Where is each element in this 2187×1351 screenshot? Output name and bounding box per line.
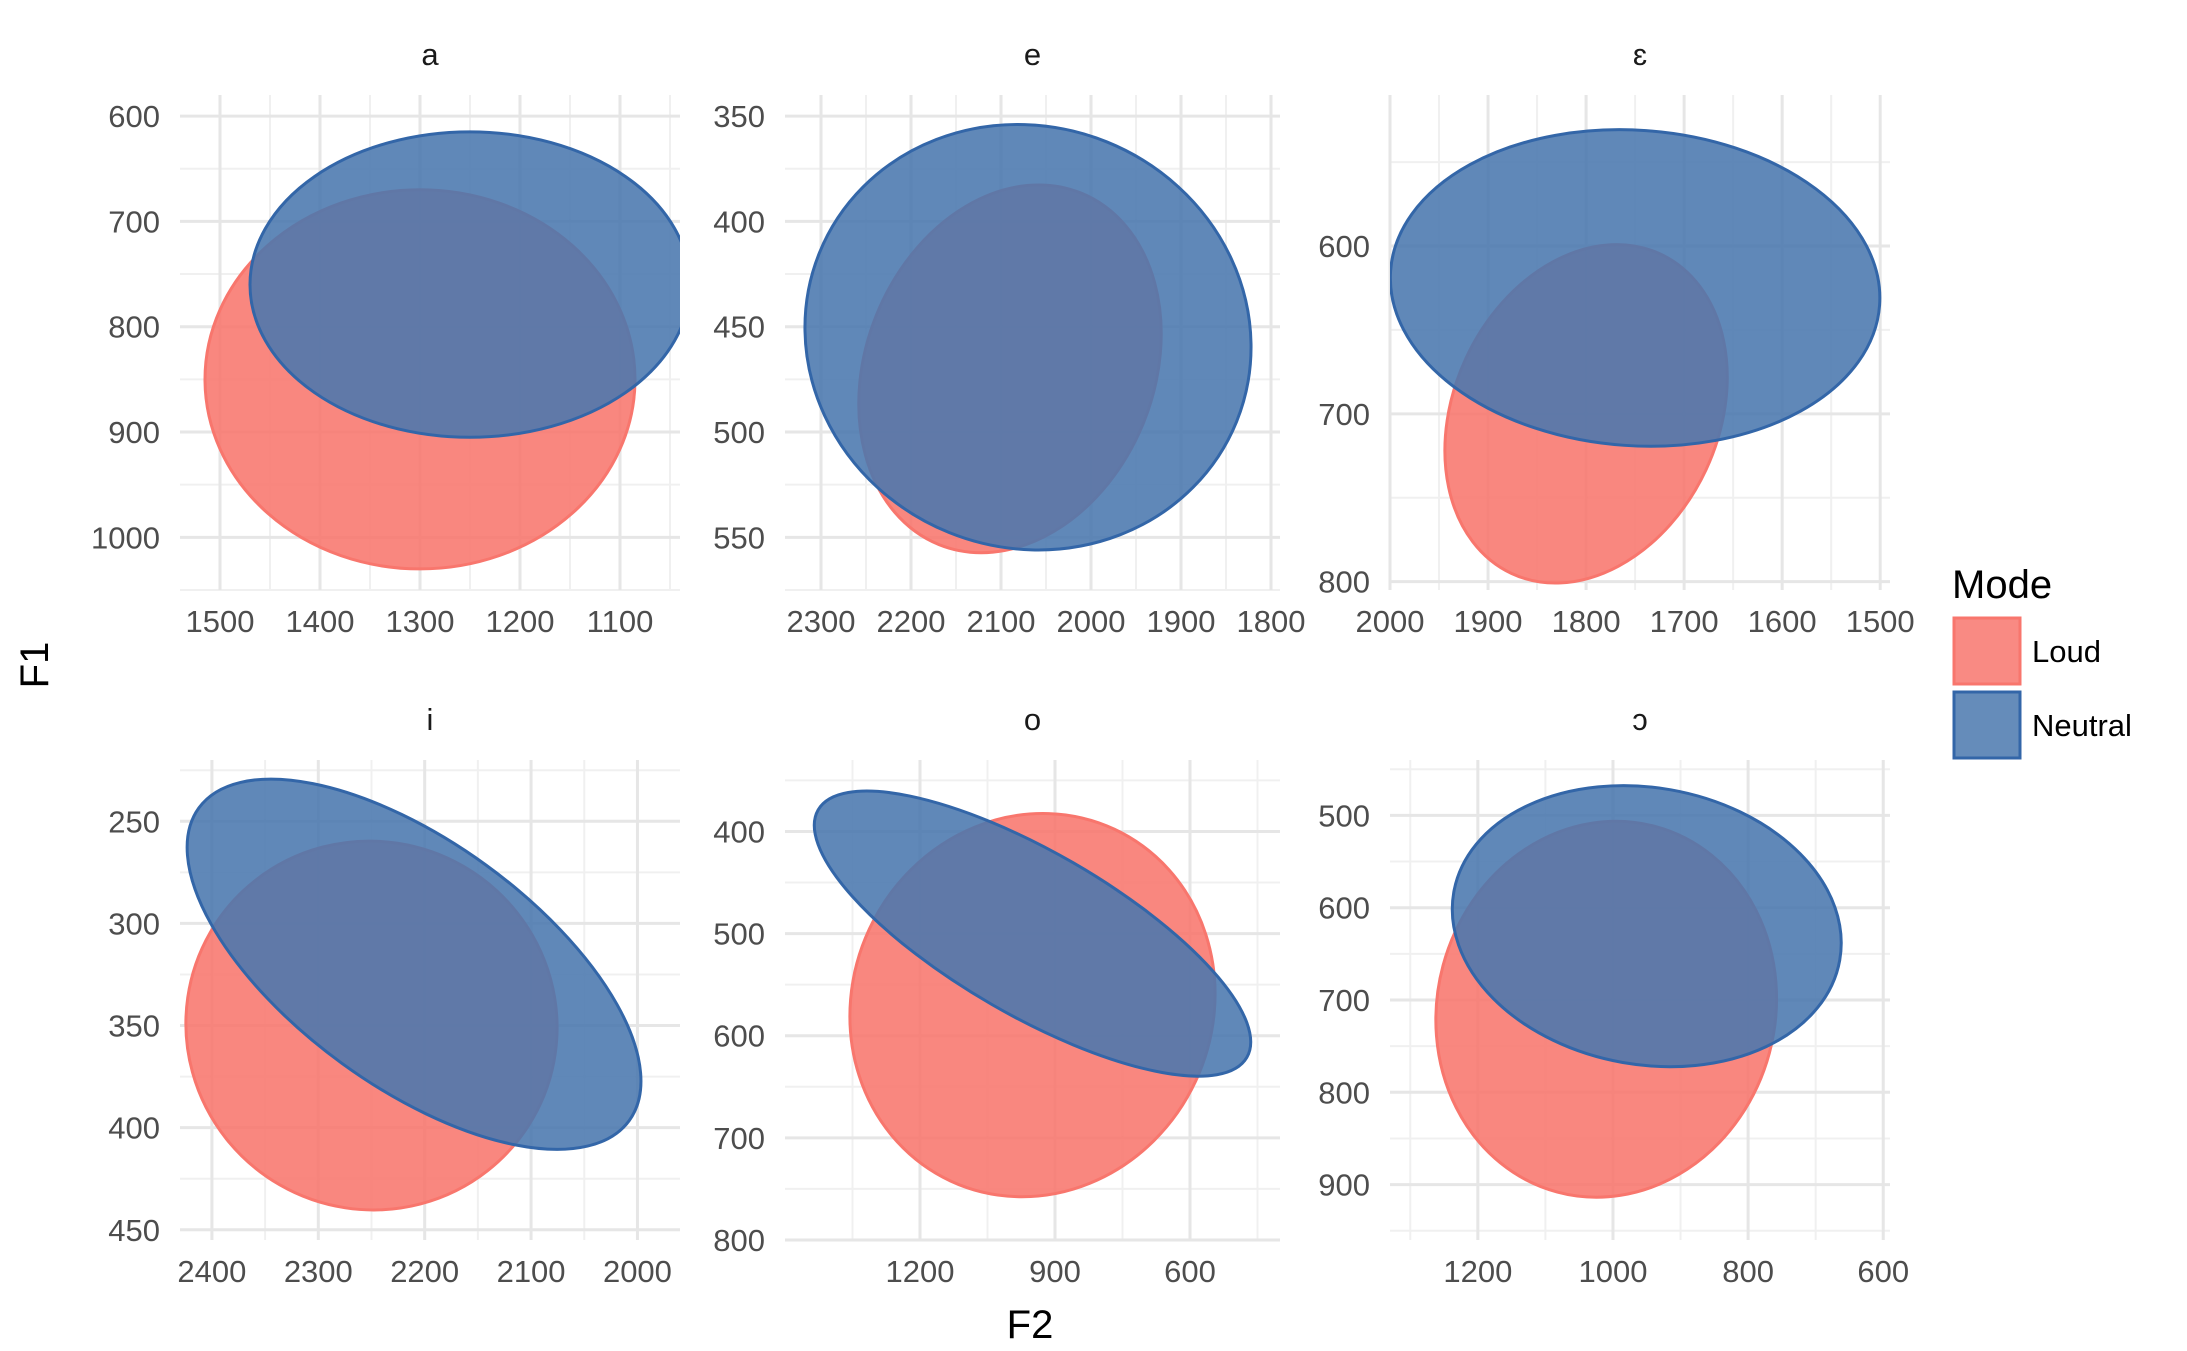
ellipse-group bbox=[803, 123, 1253, 555]
y-tick-label: 400 bbox=[108, 1111, 160, 1146]
panel-title: ɔ bbox=[1632, 702, 1648, 737]
x-tick-label: 2100 bbox=[967, 604, 1036, 639]
y-tick-label: 450 bbox=[713, 310, 765, 345]
y-tick-label: 600 bbox=[713, 1019, 765, 1054]
ellipse-neutral bbox=[1450, 784, 1843, 1069]
legend-key-neutral bbox=[1952, 690, 2022, 760]
y-tick-label: 700 bbox=[713, 1121, 765, 1156]
x-tick-label: 2000 bbox=[1057, 604, 1126, 639]
ellipse-neutral bbox=[1390, 128, 1882, 448]
y-tick-label: 350 bbox=[713, 99, 765, 134]
x-tick-label: 600 bbox=[1164, 1254, 1216, 1289]
panel-2: ɛ 2000 1900 1800 1700 1600 1500 600 700 800 bbox=[1318, 37, 1914, 639]
x-tick-label: 1100 bbox=[587, 604, 654, 639]
y-tick-label: 1000 bbox=[91, 520, 160, 555]
x-tick-label: 1700 bbox=[1650, 604, 1719, 639]
y-tick-label: 900 bbox=[108, 415, 160, 450]
x-tick-label: 2200 bbox=[877, 604, 946, 639]
y-axis-title: F1 bbox=[13, 642, 57, 689]
x-tick-label: 1500 bbox=[1846, 604, 1915, 639]
x-tick-label: 2000 bbox=[1356, 604, 1425, 639]
legend-label-neutral: Neutral bbox=[2032, 708, 2132, 743]
ellipse-group bbox=[203, 130, 680, 571]
x-tick-label: 1200 bbox=[886, 1254, 955, 1289]
x-tick-label: 1400 bbox=[286, 604, 355, 639]
y-tick-label: 800 bbox=[1318, 565, 1370, 600]
y-tick-label: 250 bbox=[108, 804, 160, 839]
x-tick-label: 1900 bbox=[1454, 604, 1523, 639]
y-tick-label: 600 bbox=[108, 99, 160, 134]
ellipse-group bbox=[1434, 784, 1843, 1199]
y-tick-label: 600 bbox=[1318, 229, 1370, 264]
x-tick-label: 600 bbox=[1857, 1254, 1909, 1289]
x-tick-label: 2000 bbox=[603, 1254, 672, 1289]
legend-title: Mode bbox=[1952, 563, 2052, 607]
y-tick-label: 400 bbox=[713, 814, 765, 849]
ellipse-neutral bbox=[185, 777, 643, 1151]
y-tick-label: 800 bbox=[713, 1223, 765, 1258]
x-tick-label: 1800 bbox=[1237, 604, 1306, 639]
ellipse-group bbox=[812, 789, 1253, 1199]
x-tick-label: 1900 bbox=[1147, 604, 1216, 639]
y-tick-label: 500 bbox=[713, 415, 765, 450]
panel-title: a bbox=[421, 37, 439, 72]
ellipse-group bbox=[184, 777, 643, 1212]
y-tick-label: 800 bbox=[108, 310, 160, 345]
x-tick-label: 1600 bbox=[1748, 604, 1817, 639]
y-tick-label: 300 bbox=[108, 906, 160, 941]
panel-title: i bbox=[427, 702, 434, 737]
panel-3: i 2400 2300 2200 2100 2000 250 300 350 400 450 bbox=[108, 702, 680, 1289]
panel-title: e bbox=[1024, 37, 1041, 72]
x-tick-label: 900 bbox=[1029, 1254, 1081, 1289]
x-tick-label: 2200 bbox=[390, 1254, 459, 1289]
y-tick-label: 700 bbox=[108, 204, 160, 239]
x-tick-label: 800 bbox=[1722, 1254, 1774, 1289]
panel-5: ɔ 1200 1000 800 600 500 600 700 800 900 bbox=[1318, 702, 1909, 1289]
x-tick-label: 1000 bbox=[1578, 1254, 1647, 1289]
ellipse-neutral bbox=[248, 130, 680, 439]
legend: Mode Loud Neutral bbox=[1952, 563, 2132, 760]
y-tick-label: 600 bbox=[1318, 891, 1370, 926]
legend-label-loud: Loud bbox=[2032, 634, 2101, 669]
panel-0: a 1500 1400 1300 1200 1100 600 700 800 900 1000 bbox=[91, 37, 680, 639]
y-tick-label: 700 bbox=[1318, 397, 1370, 432]
y-tick-label: 450 bbox=[108, 1213, 160, 1248]
y-tick-label: 400 bbox=[713, 204, 765, 239]
x-axis-title: F2 bbox=[1007, 1303, 1054, 1347]
x-tick-label: 1500 bbox=[186, 604, 255, 639]
panel-title: ɛ bbox=[1633, 37, 1647, 72]
y-tick-label: 500 bbox=[713, 917, 765, 952]
y-tick-label: 350 bbox=[108, 1009, 160, 1044]
y-tick-label: 500 bbox=[1318, 798, 1370, 833]
x-tick-label: 1200 bbox=[1443, 1254, 1512, 1289]
x-tick-label: 1800 bbox=[1552, 604, 1621, 639]
x-tick-label: 2300 bbox=[787, 604, 856, 639]
facet-panels: a 1500 1400 1300 1200 1100 600 700 800 900 1000 e 23… bbox=[91, 37, 1915, 1289]
panel-title: o bbox=[1024, 702, 1041, 737]
ellipse-group bbox=[1390, 128, 1882, 585]
x-tick-label: 1300 bbox=[386, 604, 455, 639]
x-tick-label: 2300 bbox=[284, 1254, 353, 1289]
y-tick-label: 900 bbox=[1318, 1168, 1370, 1203]
ellipse-neutral bbox=[812, 789, 1253, 1078]
panel-4: o 1200 900 600 400 500 600 700 800 bbox=[713, 702, 1280, 1289]
y-tick-label: 700 bbox=[1318, 983, 1370, 1018]
panel-1: e 2300 2200 2100 2000 1900 1800 350 400 450 500 550 bbox=[713, 37, 1306, 639]
legend-key-loud bbox=[1952, 616, 2022, 686]
y-tick-label: 550 bbox=[713, 520, 765, 555]
ellipse-neutral bbox=[803, 123, 1253, 552]
x-tick-label: 1200 bbox=[486, 604, 555, 639]
x-tick-label: 2400 bbox=[177, 1254, 246, 1289]
x-tick-label: 2100 bbox=[497, 1254, 566, 1289]
y-tick-label: 800 bbox=[1318, 1075, 1370, 1110]
